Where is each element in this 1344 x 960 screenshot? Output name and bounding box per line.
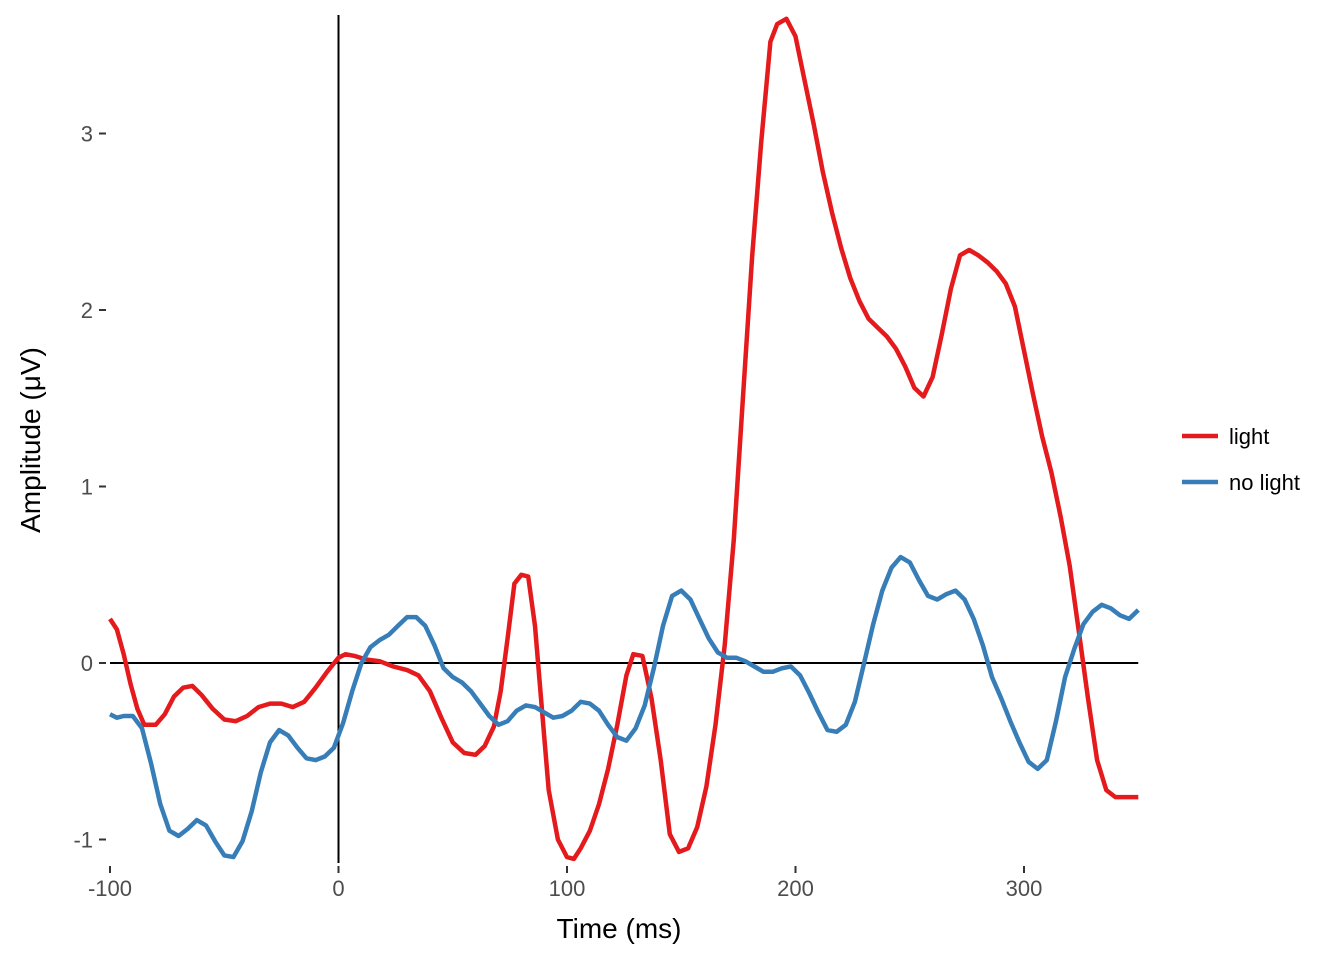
y-tick-label: 0 [81,651,93,676]
x-tick-label: 100 [549,876,586,901]
legend-label-no-light: no light [1229,470,1300,495]
x-axis-ticks: -100 0 100 200 300 [88,866,1042,901]
y-tick-label: -1 [73,828,93,853]
legend: light no light [1182,424,1300,495]
x-tick-label: 0 [332,876,344,901]
y-axis-title: Amplitude (μV) [15,347,46,533]
y-tick-label: 2 [81,298,93,323]
legend-label-light: light [1229,424,1269,449]
zero-reference-lines [110,15,1139,863]
series-lines [108,16,1140,862]
y-tick-label: 1 [81,475,93,500]
x-tick-label: 200 [777,876,814,901]
y-axis-ticks: -1 0 1 2 3 [73,122,106,853]
x-tick-label: -100 [88,876,132,901]
series-line-no-light [108,554,1140,860]
series-line-light [108,16,1139,862]
x-axis-title: Time (ms) [557,913,682,944]
y-tick-label: 3 [81,122,93,147]
x-tick-label: 300 [1006,876,1043,901]
